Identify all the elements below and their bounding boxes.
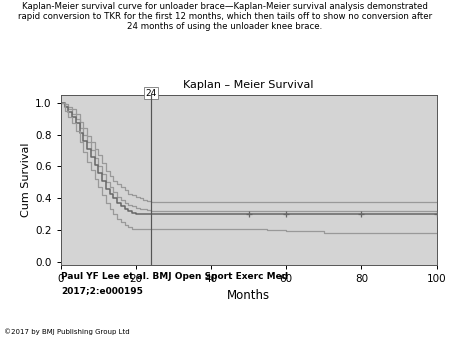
Text: 2017;2:e000195: 2017;2:e000195 bbox=[61, 286, 143, 295]
Text: Paul YF Lee et al. BMJ Open Sport Exerc Med: Paul YF Lee et al. BMJ Open Sport Exerc … bbox=[61, 272, 288, 281]
Text: Kaplan-Meier survival curve for unloader brace—Kaplan-Meier survival analysis de: Kaplan-Meier survival curve for unloader… bbox=[18, 2, 432, 31]
Title: Kaplan – Meier Survival: Kaplan – Meier Survival bbox=[184, 80, 314, 90]
X-axis label: Months: Months bbox=[227, 289, 270, 301]
Text: 24: 24 bbox=[145, 89, 157, 98]
Text: ©2017 by BMJ Publishing Group Ltd: ©2017 by BMJ Publishing Group Ltd bbox=[4, 328, 130, 335]
Y-axis label: Cum Survival: Cum Survival bbox=[21, 143, 31, 217]
Text: BMJ Open Sport &
Exercise Medicine: BMJ Open Sport & Exercise Medicine bbox=[337, 299, 422, 318]
